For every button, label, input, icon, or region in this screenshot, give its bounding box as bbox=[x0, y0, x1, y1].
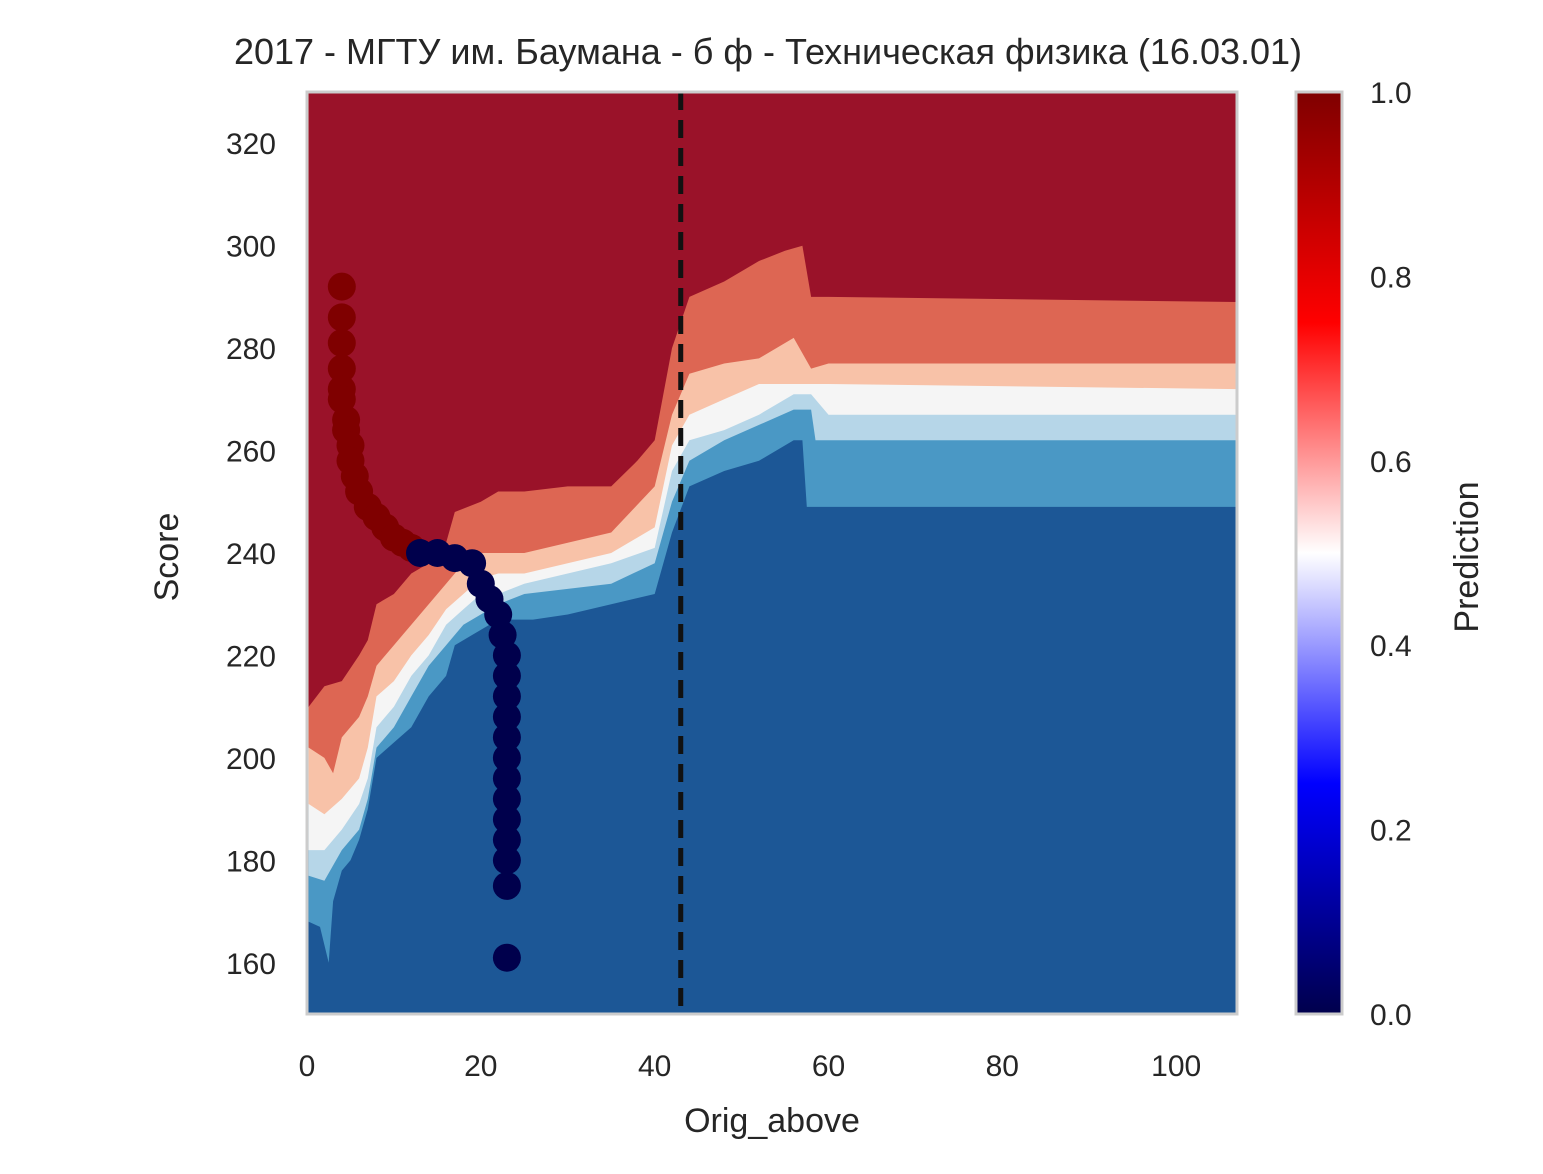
colorbar-tick-label-1: 0.2 bbox=[1370, 815, 1412, 848]
low-point-15 bbox=[492, 784, 521, 813]
x-tick-label-60: 60 bbox=[812, 1050, 845, 1083]
x-tick-label-20: 20 bbox=[464, 1050, 497, 1083]
colorbar-tick-label-5: 1.0 bbox=[1370, 77, 1412, 110]
y-tick-label-180: 180 bbox=[226, 845, 276, 878]
high-prediction-points bbox=[327, 272, 426, 562]
contour-fills bbox=[307, 92, 1237, 1014]
high-point-2 bbox=[327, 329, 356, 357]
low-prediction-points bbox=[406, 539, 521, 972]
low-point-18 bbox=[492, 846, 521, 875]
high-point-3 bbox=[327, 354, 356, 383]
y-tick-label-280: 280 bbox=[226, 333, 276, 366]
y-tick-label-300: 300 bbox=[226, 231, 276, 264]
colorbar-gradient bbox=[1294, 90, 1344, 1016]
y-tick-label-240: 240 bbox=[226, 538, 276, 571]
y-tick-label-200: 200 bbox=[226, 743, 276, 776]
colorbar-label: Prediction bbox=[1448, 481, 1486, 632]
colorbar-tick-label-0: 0.0 bbox=[1370, 999, 1412, 1032]
low-point-17 bbox=[492, 825, 521, 854]
x-tick-label-0: 0 bbox=[299, 1050, 316, 1083]
chart-title: 2017 - МГТУ им. Баумана - б ф - Техничес… bbox=[234, 31, 1302, 72]
high-point-1 bbox=[327, 303, 356, 332]
colorbar-tick-label-3: 0.6 bbox=[1370, 446, 1412, 479]
low-point-11 bbox=[492, 702, 521, 731]
low-point-10 bbox=[492, 682, 521, 711]
x-tick-label-100: 100 bbox=[1151, 1050, 1201, 1083]
low-point-12 bbox=[492, 723, 521, 752]
low-point-9 bbox=[492, 661, 521, 690]
x-tick-label-40: 40 bbox=[638, 1050, 671, 1083]
y-tick-label-160: 160 bbox=[226, 948, 276, 981]
colorbar-ticks: 0.0 0.2 0.4 0.6 0.8 1.0 bbox=[1370, 77, 1412, 1032]
low-point-14 bbox=[492, 764, 521, 793]
y-tick-label-320: 320 bbox=[226, 128, 276, 161]
low-point-16 bbox=[492, 805, 521, 834]
plot-frame bbox=[305, 90, 1239, 1016]
x-tick-label-80: 80 bbox=[986, 1050, 1019, 1083]
colorbar-tick-label-4: 0.8 bbox=[1370, 261, 1412, 294]
y-tick-label-260: 260 bbox=[226, 436, 276, 469]
low-point-20 bbox=[492, 943, 521, 972]
low-point-8 bbox=[492, 641, 521, 670]
x-axis-label: Orig_above bbox=[684, 1102, 860, 1140]
high-point-0 bbox=[327, 272, 356, 301]
x-axis-ticks: 0 20 40 60 80 100 bbox=[299, 1050, 1202, 1083]
y-tick-label-220: 220 bbox=[226, 640, 276, 673]
colorbar: 0.0 0.2 0.4 0.6 0.8 1.0 Prediction bbox=[1294, 77, 1486, 1032]
plot-area bbox=[307, 92, 1237, 1014]
colorbar-tick-label-2: 0.4 bbox=[1370, 630, 1412, 663]
low-point-19 bbox=[492, 871, 521, 900]
y-axis-label: Score bbox=[148, 513, 186, 602]
low-point-13 bbox=[492, 743, 521, 772]
contour-band-6 bbox=[308, 92, 1237, 707]
y-axis-ticks: 160 180 200 220 240 260 280 300 320 bbox=[226, 128, 276, 981]
